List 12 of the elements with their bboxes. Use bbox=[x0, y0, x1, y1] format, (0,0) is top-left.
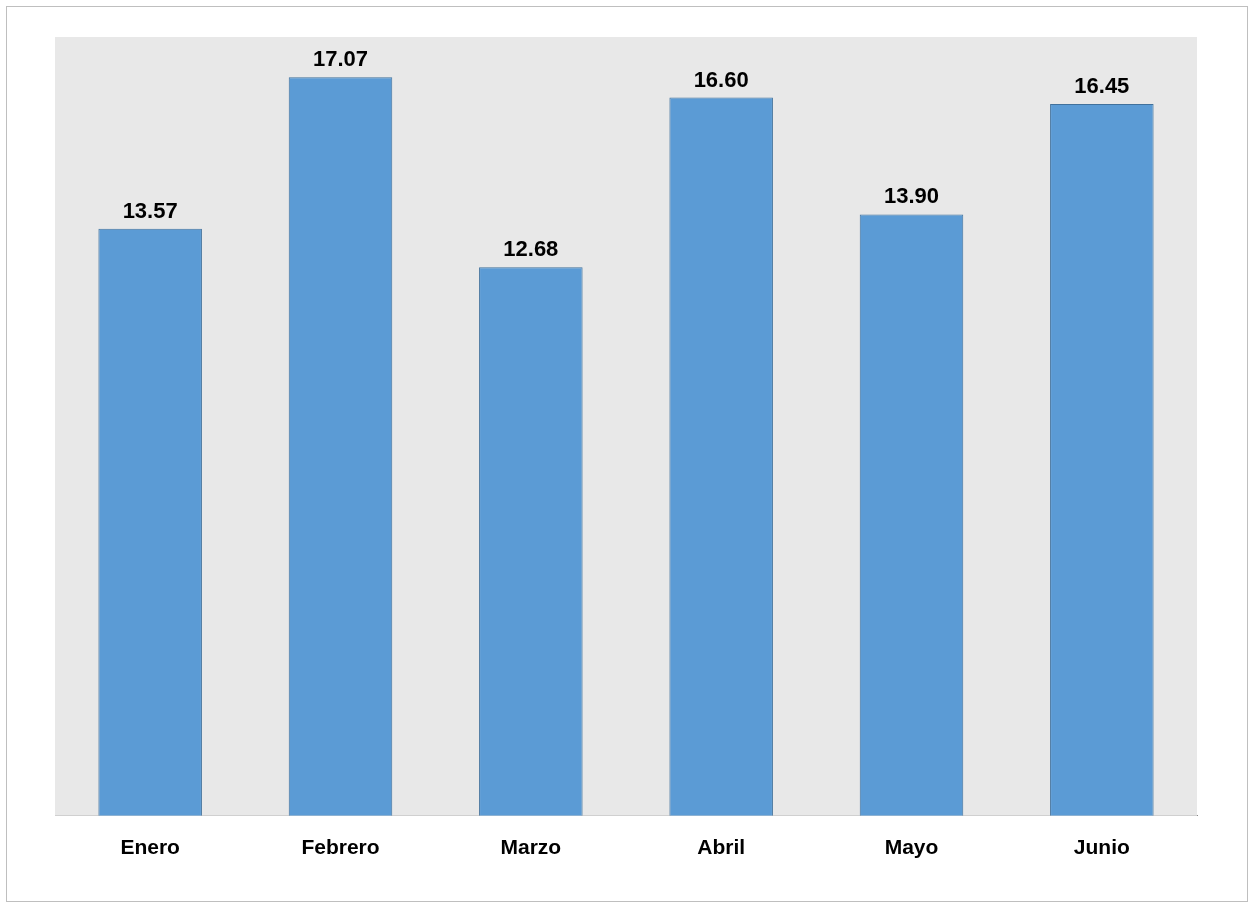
x-tick-label: Enero bbox=[120, 835, 180, 859]
x-tick-label: Febrero bbox=[301, 835, 380, 859]
data-label: 17.07 bbox=[312, 46, 369, 72]
x-tick-label: Junio bbox=[1073, 835, 1130, 859]
x-tick-label: Mayo bbox=[884, 835, 939, 859]
data-label: 12.68 bbox=[503, 236, 559, 262]
x-tick-label: Marzo bbox=[500, 835, 562, 859]
data-label: 16.60 bbox=[693, 66, 749, 92]
data-label: 13.90 bbox=[883, 183, 940, 209]
x-tick-label: Abril bbox=[697, 835, 746, 859]
data-label: 16.45 bbox=[1074, 73, 1130, 99]
data-label: 13.57 bbox=[122, 197, 178, 223]
